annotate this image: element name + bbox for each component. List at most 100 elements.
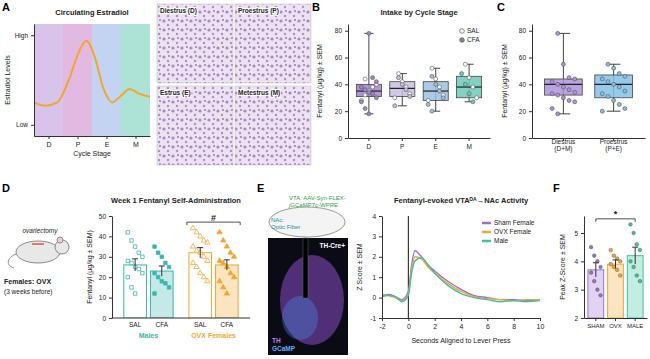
tick-label: 6 — [486, 323, 490, 330]
data-point — [130, 261, 133, 264]
plot-area — [588, 223, 643, 318]
data-point — [567, 98, 571, 102]
stain-label: GCaMP — [272, 345, 296, 352]
tick-label: Diestrus(D+M) — [551, 138, 576, 153]
data-point — [137, 251, 140, 254]
panel-label: D — [2, 182, 10, 194]
stage-band — [121, 24, 150, 136]
tick-mark — [514, 318, 515, 321]
histology-image — [268, 238, 348, 355]
bar — [124, 265, 147, 318]
tick: 0 — [102, 315, 112, 322]
gcamp-signal — [282, 296, 318, 340]
panel-label: A — [2, 1, 10, 13]
tick-label: SHAM — [587, 323, 604, 329]
tick: 40 — [519, 81, 532, 88]
tick-mark — [31, 125, 34, 126]
tick-mark — [49, 136, 50, 139]
data-point — [606, 80, 610, 84]
tick-mark — [581, 261, 584, 262]
data-point — [404, 88, 408, 92]
legend-marker — [460, 38, 465, 43]
data-point — [573, 90, 577, 94]
data-point — [400, 82, 404, 86]
tick: SHAM — [587, 318, 604, 329]
th-signal — [280, 255, 344, 345]
error-bar — [224, 260, 230, 270]
plot-area — [382, 216, 540, 318]
tick: OVX — [609, 318, 622, 329]
data-point — [467, 92, 471, 96]
data-point — [156, 275, 159, 278]
category-label: CFA — [155, 321, 168, 328]
data-point — [130, 286, 133, 289]
data-point — [205, 258, 210, 263]
tick-label: 40 — [335, 81, 343, 88]
data-point — [221, 284, 226, 289]
data-point — [201, 237, 206, 242]
tick-mark — [379, 318, 382, 319]
panel-label: B — [312, 1, 320, 13]
legend: SALCFA — [460, 27, 481, 43]
stage-band — [92, 24, 121, 136]
axis: 01020304050 — [99, 213, 113, 322]
data-point — [573, 77, 577, 81]
chart-title: Week 1 Fentanyl Self-Administration — [111, 196, 241, 205]
box — [545, 79, 583, 95]
data-point — [567, 76, 571, 80]
tick-label: 60 — [519, 54, 527, 61]
tick: 3 — [574, 286, 584, 293]
data-point — [550, 106, 554, 110]
box — [423, 82, 448, 101]
data-point — [471, 100, 475, 104]
data-point — [612, 82, 616, 86]
box-whisker — [563, 33, 564, 113]
category-label: SAL — [194, 321, 207, 328]
data-point — [228, 250, 233, 255]
data-point — [221, 260, 226, 265]
data-point — [437, 89, 441, 93]
data-point — [599, 294, 603, 298]
tick-mark — [461, 318, 462, 321]
data-point — [217, 229, 222, 234]
stage-band — [34, 24, 63, 136]
data-point — [224, 244, 229, 249]
tick-mark — [109, 277, 112, 278]
data-point — [153, 271, 156, 274]
tick-mark — [529, 58, 532, 59]
axis: -20246810 — [379, 318, 544, 330]
box — [390, 82, 415, 97]
tick-label: 20 — [99, 274, 107, 281]
tick-label: 80 — [519, 27, 527, 34]
axis-line — [34, 25, 35, 137]
tick-label: E — [105, 141, 110, 148]
tick-label: -1 — [370, 315, 376, 322]
optic-fiber — [303, 238, 308, 298]
data-point — [190, 225, 195, 230]
data-point — [475, 96, 479, 100]
micrograph — [157, 86, 233, 165]
micrograph — [235, 86, 311, 165]
tick: D — [46, 136, 51, 148]
data-point — [160, 255, 163, 258]
data-point — [635, 243, 639, 247]
error-bar — [613, 260, 619, 269]
tick: D — [367, 138, 372, 150]
legend-label: CFA — [467, 36, 480, 43]
data-point — [600, 77, 604, 81]
micrograph — [235, 4, 311, 83]
tick-mark — [581, 318, 584, 319]
tick: -1 — [370, 315, 382, 322]
data-point — [609, 262, 613, 266]
tick: E — [434, 138, 439, 150]
legend-swatch — [482, 231, 491, 234]
data-point — [638, 279, 642, 283]
procedure-label: ovariectomy — [22, 227, 58, 235]
data-point — [198, 270, 203, 275]
tick-mark — [379, 216, 382, 217]
tick-mark — [487, 318, 488, 321]
tick-label: E — [434, 143, 439, 150]
tick: 6 — [486, 318, 490, 330]
tick-mark — [368, 138, 369, 141]
figure: Diestrus (D)Proestrus (P)Estrus (E)Metes… — [0, 0, 650, 359]
